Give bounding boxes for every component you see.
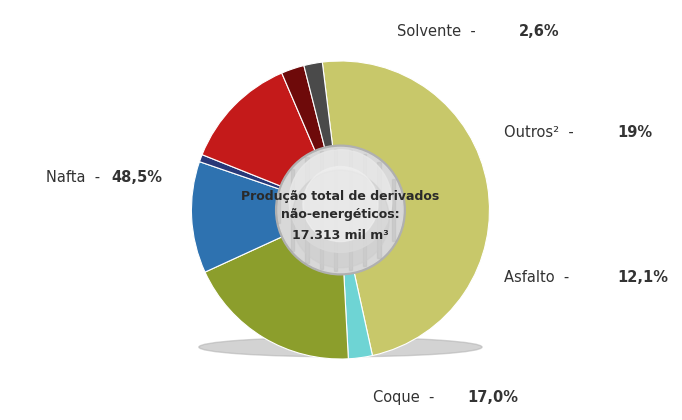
Bar	[334, 149, 338, 271]
Wedge shape	[192, 162, 284, 272]
Wedge shape	[205, 236, 349, 359]
Bar	[298, 163, 301, 257]
Text: 17.313 mil m³: 17.313 mil m³	[292, 229, 389, 242]
Text: Nafta  -: Nafta -	[46, 170, 110, 185]
Bar	[306, 158, 309, 262]
Text: Solvente  -: Solvente -	[397, 24, 485, 39]
Text: Coque  -: Coque -	[373, 390, 444, 405]
Text: Produção total de derivados: Produção total de derivados	[241, 190, 440, 203]
Bar	[399, 197, 402, 223]
Text: Asfalto  -: Asfalto -	[505, 270, 579, 285]
Bar	[342, 149, 344, 271]
Wedge shape	[323, 61, 490, 356]
Text: Outros²  -: Outros² -	[505, 125, 583, 140]
Wedge shape	[200, 155, 282, 190]
Text: 2,6%: 2,6%	[519, 24, 560, 39]
Bar	[385, 169, 388, 251]
Circle shape	[303, 166, 378, 242]
Bar	[349, 150, 352, 270]
Bar	[377, 163, 381, 257]
Circle shape	[289, 150, 391, 252]
Text: 19%: 19%	[617, 125, 652, 140]
Text: não-energéticos:: não-energéticos:	[281, 208, 400, 221]
Wedge shape	[202, 73, 316, 187]
Circle shape	[292, 170, 389, 268]
Bar	[277, 197, 280, 223]
Circle shape	[276, 145, 405, 275]
Bar	[320, 151, 323, 269]
Bar	[391, 179, 395, 241]
Wedge shape	[344, 271, 372, 359]
Bar	[370, 158, 373, 262]
Wedge shape	[304, 62, 333, 150]
Bar	[356, 151, 359, 269]
Ellipse shape	[199, 337, 482, 357]
Bar	[284, 179, 287, 241]
Circle shape	[278, 147, 403, 273]
Bar	[363, 154, 366, 266]
Bar	[327, 150, 330, 270]
Text: 12,1%: 12,1%	[617, 270, 668, 285]
Bar	[291, 169, 295, 251]
Text: 48,5%: 48,5%	[111, 170, 162, 185]
Text: 17,0%: 17,0%	[467, 390, 518, 405]
Wedge shape	[282, 66, 325, 152]
Bar	[312, 154, 316, 266]
